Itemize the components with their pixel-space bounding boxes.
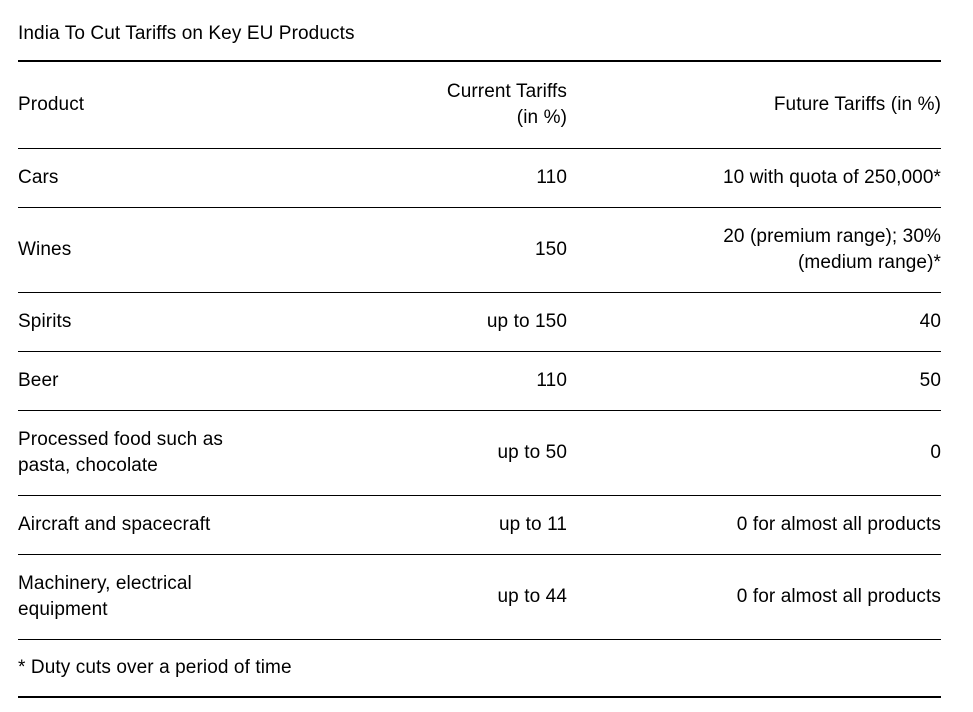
- table-row: Cars 110 10 with quota of 250,000*: [18, 148, 941, 208]
- future-tariff-cell: 0: [567, 410, 941, 496]
- table-header: Product Current Tariffs (in %) Future Ta…: [18, 60, 941, 149]
- product-cell: Spirits: [18, 292, 258, 352]
- current-tariff-cell: up to 11: [258, 495, 567, 555]
- table-row: Wines 150 20 (premium range); 30% (medium …: [18, 207, 941, 293]
- column-header-current-tariffs: Current Tariffs (in %): [258, 60, 567, 149]
- tariffs-table: Product Current Tariffs (in %) Future Ta…: [18, 60, 941, 640]
- future-tariff-cell: 10 with quota of 250,000*: [567, 148, 941, 208]
- current-tariff-cell: 150: [258, 207, 567, 293]
- future-tariff-cell: 20 (premium range); 30% (medium range)*: [567, 207, 941, 293]
- footnote: * Duty cuts over a period of time: [18, 640, 941, 698]
- current-tariff-cell: up to 44: [258, 554, 567, 640]
- product-cell: Aircraft and spacecraft: [18, 495, 258, 555]
- table-row: Spirits up to 150 40: [18, 292, 941, 352]
- future-tariff-cell: 50: [567, 351, 941, 411]
- product-cell: Beer: [18, 351, 258, 411]
- product-cell: Machinery, electrical equipment: [18, 554, 258, 640]
- future-tariff-cell: 40: [567, 292, 941, 352]
- table-body: Cars 110 10 with quota of 250,000* Wines 150…: [18, 148, 941, 640]
- column-header-product: Product: [18, 60, 258, 149]
- page-title: India To Cut Tariffs on Key EU Products: [18, 23, 355, 44]
- current-tariff-cell: up to 150: [258, 292, 567, 352]
- current-tariff-cell: 110: [258, 148, 567, 208]
- product-cell: Wines: [18, 207, 258, 293]
- current-tariff-cell: up to 50: [258, 410, 567, 496]
- table-row: Machinery, electrical equipment up to 44 0…: [18, 554, 941, 640]
- header-row: Product Current Tariffs (in %) Future Ta…: [18, 60, 941, 149]
- product-cell: Processed food such as pasta, chocolate: [18, 410, 258, 496]
- future-tariff-cell: 0 for almost all products: [567, 495, 941, 555]
- table-row: Beer 110 50: [18, 351, 941, 411]
- product-cell: Cars: [18, 148, 258, 208]
- table-row: Processed food such as pasta, chocolate u…: [18, 410, 941, 496]
- current-tariff-cell: 110: [258, 351, 567, 411]
- future-tariff-cell: 0 for almost all products: [567, 554, 941, 640]
- table-row: Aircraft and spacecraft up to 11 0 for alm…: [18, 495, 941, 555]
- column-header-future-tariffs: Future Tariffs (in %): [567, 60, 941, 149]
